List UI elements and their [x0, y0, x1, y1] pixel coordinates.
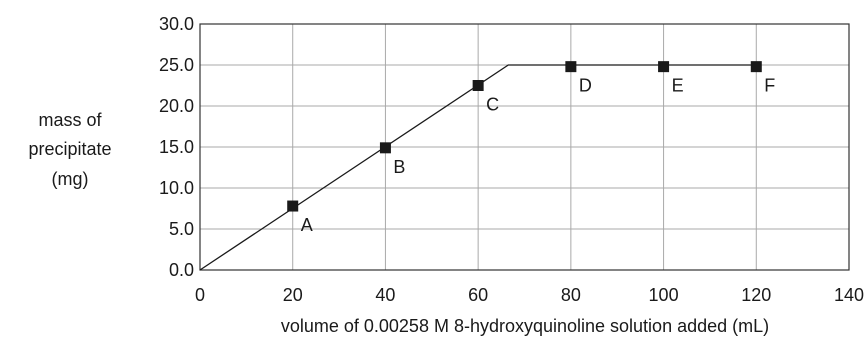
- y-tick-label: 15.0: [159, 137, 194, 157]
- data-point-d: [565, 61, 577, 73]
- data-point-c: [472, 80, 484, 91]
- y-tick-label: 0.0: [169, 260, 194, 280]
- point-label-e: E: [672, 76, 684, 96]
- series: [199, 64, 757, 271]
- axes: [199, 23, 850, 271]
- point-label-d: D: [579, 76, 592, 96]
- tick-labels: 0 20 40 60 80 100 120 140 0.0 5.0 10.0 15.0 20.0 25.0…: [159, 14, 864, 305]
- y-axis-label-line-1: mass of: [38, 110, 102, 130]
- x-tick-label: 140: [834, 285, 864, 305]
- point-label-f: F: [764, 76, 775, 96]
- point-label-c: C: [486, 95, 499, 115]
- x-tick-label: 100: [649, 285, 679, 305]
- point-label-b: B: [393, 157, 405, 177]
- point-label-a: A: [301, 215, 313, 235]
- grid-lines: [200, 24, 849, 270]
- y-axis-label-line-2: precipitate: [28, 139, 111, 159]
- data-point-f: [750, 61, 762, 73]
- data-point-b: [379, 142, 391, 154]
- y-tick-label: 20.0: [159, 96, 194, 116]
- y-tick-label: 25.0: [159, 55, 194, 75]
- x-axis-label: volume of 0.00258 M 8-hydroxyquinoline s…: [281, 316, 769, 336]
- x-tick-label: 60: [468, 285, 488, 305]
- x-tick-label: 80: [561, 285, 581, 305]
- y-tick-label: 5.0: [169, 219, 194, 239]
- plot-frame: [199, 23, 850, 271]
- x-tick-label: 40: [375, 285, 395, 305]
- y-tick-label: 30.0: [159, 14, 194, 34]
- data-point-e: [658, 61, 670, 73]
- series-line: [199, 64, 757, 271]
- y-axis-label-line-3: (mg): [52, 169, 89, 189]
- x-tick-label: 20: [283, 285, 303, 305]
- y-tick-label: 10.0: [159, 178, 194, 198]
- data-point-a: [287, 200, 299, 212]
- x-tick-label: 120: [741, 285, 771, 305]
- x-tick-label: 0: [195, 285, 205, 305]
- data-points: A B C D E F: [287, 61, 775, 235]
